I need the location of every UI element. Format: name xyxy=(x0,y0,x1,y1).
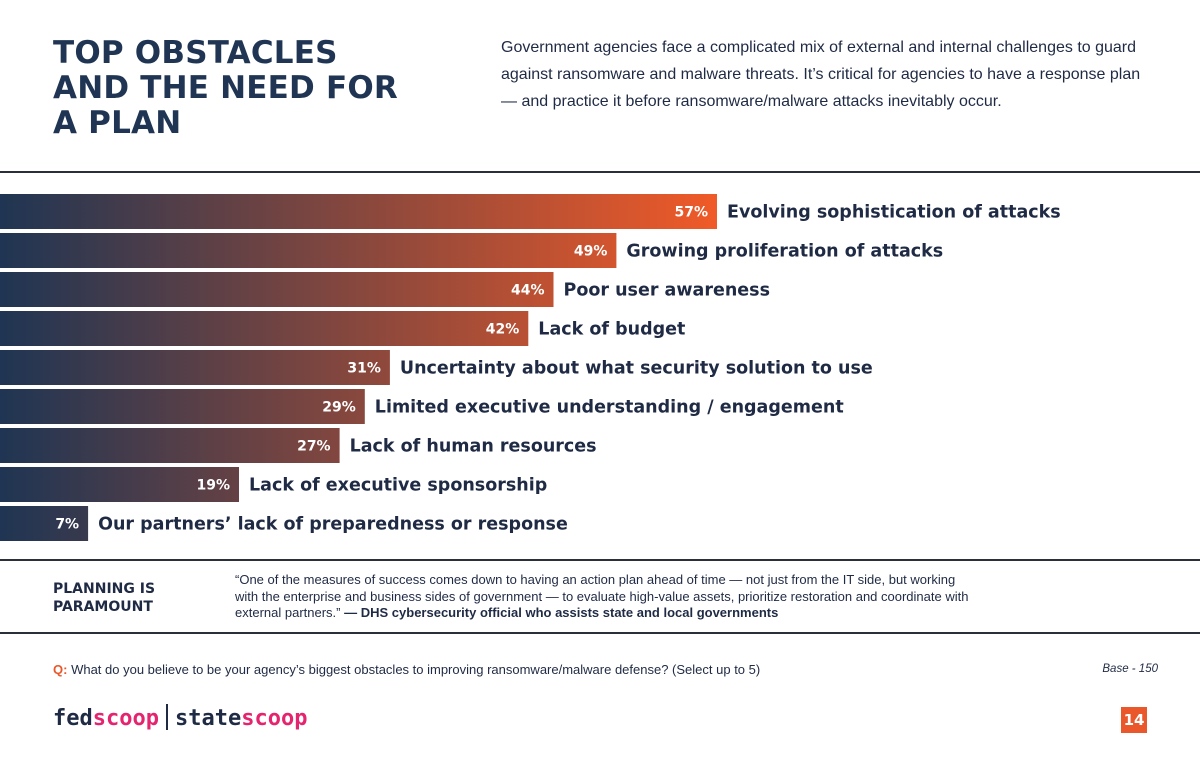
bar xyxy=(0,506,89,541)
bar xyxy=(0,467,239,502)
logo-scoop: scoop xyxy=(241,706,308,731)
bar-value-label: 57% xyxy=(674,205,708,221)
bar-category-label: Lack of human resources xyxy=(350,437,597,457)
bar-category-label: Limited executive understanding / engage… xyxy=(375,398,844,418)
bar-value-label: 49% xyxy=(574,244,608,260)
bar-category-label: Lack of budget xyxy=(538,320,685,340)
survey-question: Q: What do you believe to be your agency… xyxy=(53,662,953,678)
bar-value-label: 7% xyxy=(55,517,79,533)
logo-fed: fed xyxy=(53,706,93,731)
logo-state: state xyxy=(174,706,242,731)
bar-category-label: Our partners’ lack of preparedness or re… xyxy=(98,515,568,535)
bar-value-label: 19% xyxy=(196,478,230,494)
obstacles-bar-chart: 57% Evolving sophistication of attacks 49%… xyxy=(0,194,1061,541)
bar-value-label: 29% xyxy=(322,400,356,416)
bar-category-label: Lack of executive sponsorship xyxy=(249,476,547,496)
bar-category-label: Evolving sophistication of attacks xyxy=(727,203,1061,223)
bar-category-label: Poor user awareness xyxy=(564,281,771,301)
page-title: TOP OBSTACLES AND THE NEED FOR A PLAN xyxy=(53,36,453,141)
title-line: AND THE NEED FOR xyxy=(53,70,398,106)
planning-quote: “One of the measures of success comes do… xyxy=(235,572,975,622)
question-label: Q: xyxy=(53,662,68,677)
bar xyxy=(0,194,717,229)
bar xyxy=(0,233,617,268)
planning-heading-line: PLANNING IS xyxy=(53,581,156,597)
title-line: TOP OBSTACLES xyxy=(53,35,338,71)
divider xyxy=(0,559,1200,561)
bar xyxy=(0,311,529,346)
bar-value-label: 44% xyxy=(511,283,545,299)
logo-separator xyxy=(165,704,168,730)
quote-attribution: — DHS cybersecurity official who assists… xyxy=(344,605,779,620)
bar-value-label: 27% xyxy=(297,439,331,455)
planning-heading-line: PARAMOUNT xyxy=(53,599,153,615)
divider xyxy=(0,171,1200,173)
fedscoop-statescoop-logo: fedscoop statescoop xyxy=(53,704,307,734)
question-text: What do you believe to be your agency’s … xyxy=(71,662,761,677)
bar xyxy=(0,272,554,307)
planning-heading: PLANNING IS PARAMOUNT xyxy=(53,580,213,616)
title-line: A PLAN xyxy=(53,105,182,141)
quote-text: “One of the measures of success comes do… xyxy=(235,572,969,620)
intro-paragraph: Government agencies face a complicated m… xyxy=(501,39,1141,110)
sample-base: Base - 150 xyxy=(1102,663,1158,675)
page-number: 14 xyxy=(1121,707,1147,733)
bar xyxy=(0,428,340,463)
divider xyxy=(0,632,1200,634)
bar xyxy=(0,389,365,424)
logo-scoop: scoop xyxy=(92,706,159,731)
bar-category-label: Growing proliferation of attacks xyxy=(626,242,943,262)
bar-value-label: 42% xyxy=(486,322,520,338)
bar-value-label: 31% xyxy=(347,361,381,377)
bar xyxy=(0,350,390,385)
bar-category-label: Uncertainty about what security solution… xyxy=(400,359,873,379)
